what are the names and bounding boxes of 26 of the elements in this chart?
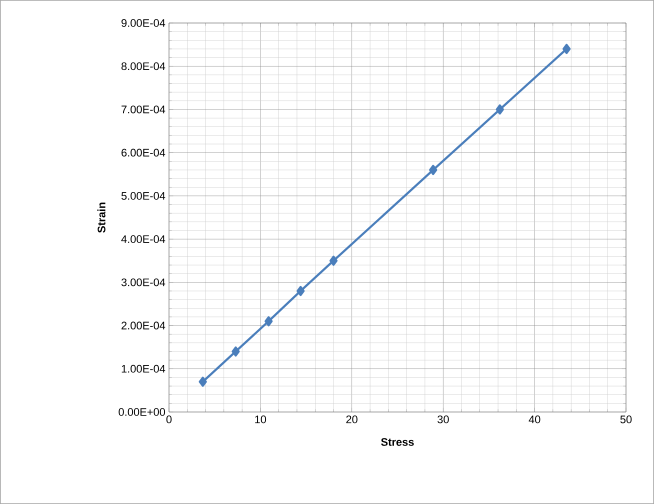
y-tick-label: 3.00E-04 (121, 278, 166, 286)
point (329, 256, 338, 266)
y-tick-label: 7.00E-04 (122, 106, 166, 114)
y-tick-label: 4.00E-04 (121, 235, 166, 243)
y-tick-label: 0.00E+00 (118, 408, 166, 416)
x-tick-label: 0 (166, 416, 172, 424)
point (429, 164, 438, 176)
y-tick-label: 8.00E-04 (121, 62, 166, 70)
y-axis-title: Strain (97, 202, 106, 233)
x-tick-label: 10 (255, 416, 266, 424)
x-tick-label: 40 (528, 416, 540, 424)
x-tick-label: 20 (346, 416, 358, 424)
point (562, 44, 571, 54)
x-tick-label: 30 (438, 416, 449, 424)
y-tick-label: 6.00E-04 (122, 148, 166, 157)
point (198, 376, 207, 387)
y-tick-label: 1.00E-04 (122, 364, 166, 373)
point (496, 104, 504, 115)
y-tick-label: 2.00E-04 (122, 322, 166, 330)
point (232, 346, 240, 357)
point (296, 286, 305, 296)
point (264, 316, 273, 326)
y-tick-label: 9.00E-04 (122, 19, 166, 27)
y-tick-label: 5.00E-04 (121, 192, 166, 200)
x-tick-label: 50 (620, 416, 632, 424)
x-axis-title: Stress (381, 438, 414, 446)
